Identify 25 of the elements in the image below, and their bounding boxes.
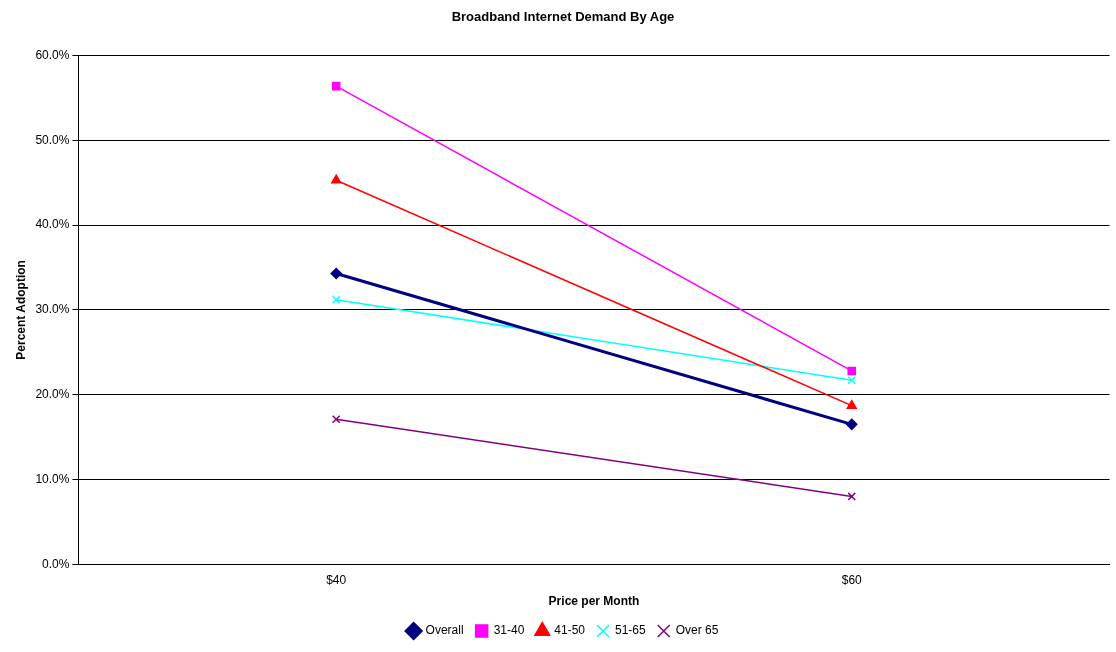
legend-label: Over 65 [675,623,719,638]
legend-label: 41-50 [554,623,586,638]
point [331,81,341,91]
point [330,267,342,280]
y-axis-title: Percent Adoption [13,260,28,360]
x-tick-label: $60 [841,572,863,587]
point [845,418,858,431]
point [331,414,341,424]
y-tick-label: 60.0% [35,47,70,62]
point [847,375,857,385]
x-tick-label: $40 [326,572,347,587]
y-tick-label: 30.0% [35,302,70,317]
legend-label: 51-65 [615,623,647,638]
y-tick-label: 50.0% [35,132,70,147]
legend-label: 31-40 [493,623,525,638]
chart-title: Broadband Internet Demand By Age [451,9,675,25]
point [331,295,341,305]
y-tick-label: 40.0% [35,217,70,232]
legend-label: Overall [425,623,464,638]
point [847,492,857,501]
y-tick-label: 0.0% [42,556,70,571]
y-tick-label: 20.0% [35,386,70,401]
y-tick-label: 10.0% [35,471,70,486]
x-axis-title: Price per Month [548,594,640,609]
point [847,366,857,376]
